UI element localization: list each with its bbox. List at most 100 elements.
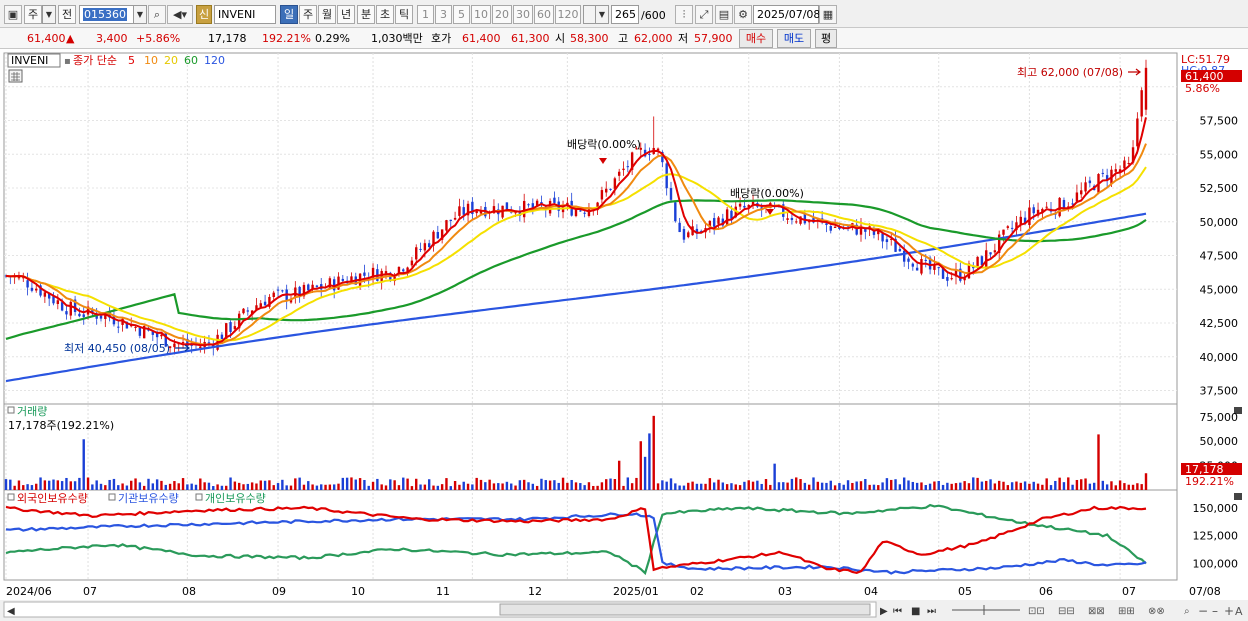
volume-bar — [130, 480, 133, 490]
stock-name-input[interactable]: INVENI — [214, 5, 276, 24]
volume-bar — [605, 479, 608, 490]
eval-button[interactable]: 평 — [815, 29, 837, 48]
interval-20[interactable]: 20 — [492, 5, 512, 24]
draw-tool-icon-1[interactable]: ⊡⊡ — [1028, 606, 1045, 617]
candle-body — [669, 188, 673, 200]
volume-ratio: 192.21% — [262, 32, 311, 45]
candle-body — [751, 201, 755, 206]
gear-icon[interactable]: ⚙ — [734, 5, 752, 24]
interval-10[interactable]: 10 — [471, 5, 491, 24]
count-input[interactable]: 265 — [611, 5, 639, 24]
period-selector[interactable]: 주 — [24, 5, 42, 24]
table-toggle-icon[interactable] — [8, 69, 23, 83]
search-icon[interactable]: ⌕ — [148, 5, 166, 24]
stock-legend-box — [7, 53, 61, 68]
crosshair-icon[interactable]: ⤢ — [695, 5, 713, 24]
date-tick-label: 12 — [528, 585, 542, 598]
volume-bar — [1097, 434, 1100, 490]
volume-bar — [1136, 483, 1139, 490]
volume-bar — [937, 481, 940, 490]
speaker-icon[interactable]: ◀▾ — [167, 5, 193, 24]
chart-canvas[interactable]: INVENI ▪ 종가 단순 5 10 20 60 120 최고 62,000 … — [0, 49, 1248, 621]
tab-day[interactable]: 일 — [280, 5, 298, 24]
dash-icon[interactable]: – — [1212, 604, 1218, 618]
volume-bar — [393, 480, 396, 490]
candle-body — [898, 248, 902, 252]
tab-minute[interactable]: 분 — [357, 5, 375, 24]
scroll-left-icon[interactable]: ◀ — [7, 606, 15, 617]
scrollbar-thumb[interactable] — [499, 603, 871, 616]
tab-tick[interactable]: 틱 — [395, 5, 413, 24]
dividend-label-1: 배당락(0.00%) — [567, 138, 641, 151]
volume-bar — [1144, 473, 1148, 490]
volume-bar — [155, 479, 159, 490]
candle-body — [1015, 222, 1018, 231]
candle-type-icon[interactable]: ⫶ — [675, 5, 693, 24]
price-change-pct: +5.86% — [136, 32, 181, 45]
date-input[interactable]: 2025/07/08 — [753, 5, 820, 24]
volume-bar — [609, 478, 612, 490]
volume-bar — [868, 484, 871, 490]
volume-bar — [1127, 484, 1130, 490]
magnifier-icon[interactable]: ⌕ — [1184, 606, 1190, 617]
draw-tool-icon-4[interactable]: ⊞⊞ — [1118, 606, 1135, 617]
holding-pane-close-icon[interactable] — [1234, 493, 1242, 500]
buy-button[interactable]: 매수 — [739, 29, 773, 48]
chevron-down-icon[interactable]: ▼ — [133, 5, 147, 24]
interval-5[interactable]: 5 — [453, 5, 470, 24]
candle-body — [639, 147, 642, 150]
zoom-slider[interactable] — [952, 605, 1020, 615]
chevron-down-icon[interactable]: ▼ — [595, 5, 609, 24]
volume-pane-close-icon[interactable] — [1234, 407, 1242, 414]
draw-tool-icon-3[interactable]: ⊠⊠ — [1088, 606, 1105, 617]
candle-body — [605, 188, 608, 193]
volume-bar — [1088, 483, 1092, 490]
sell-button[interactable]: 매도 — [777, 29, 811, 48]
font-size-icon[interactable]: A — [1235, 605, 1243, 618]
candle-body — [864, 228, 867, 232]
stock-code-input[interactable]: 015360 — [79, 5, 134, 24]
draw-tool-icon-5[interactable]: ⊗⊗ — [1148, 606, 1165, 617]
rewind-icon[interactable]: ⏮ — [893, 606, 902, 617]
low-annotation: 최저 40,450 (08/05) — [64, 342, 170, 355]
scroll-right-icon[interactable]: ▶ — [880, 606, 888, 617]
tab-second[interactable]: 초 — [376, 5, 394, 24]
window-icon[interactable]: ▣ — [4, 5, 22, 24]
plus-icon[interactable]: + — [1224, 604, 1234, 618]
tab-month[interactable]: 월 — [318, 5, 336, 24]
candle-body — [829, 225, 832, 231]
volume-bar — [1015, 481, 1018, 490]
interval-30[interactable]: 30 — [513, 5, 533, 24]
prev-button[interactable]: 전 — [58, 5, 76, 24]
tab-week[interactable]: 주 — [299, 5, 317, 24]
volume-bar — [147, 478, 150, 490]
chevron-down-icon[interactable]: ▼ — [42, 5, 56, 24]
volume-bar — [708, 478, 712, 490]
candle-body — [725, 209, 729, 225]
interval-60[interactable]: 60 — [534, 5, 554, 24]
current-price-tag-text: 61,400 — [1185, 70, 1224, 83]
stop-icon[interactable]: ■ — [911, 606, 920, 617]
chart-area[interactable]: INVENI ▪ 종가 단순 5 10 20 60 120 최고 62,000 … — [0, 49, 1248, 621]
candle-body — [730, 210, 733, 219]
candle-body — [561, 207, 565, 213]
volume-bar — [704, 483, 707, 490]
save-icon[interactable]: ▤ — [715, 5, 733, 24]
volume-bar — [769, 484, 772, 490]
calendar-icon[interactable]: ▦ — [819, 5, 837, 24]
fast-forward-icon[interactable]: ⏭ — [927, 606, 936, 617]
interval-120[interactable]: 120 — [555, 5, 581, 24]
price-tick-label: 55,000 — [1200, 148, 1239, 161]
candle-body — [760, 207, 763, 210]
tab-year[interactable]: 년 — [337, 5, 355, 24]
volume-bar — [717, 479, 720, 490]
minus-icon[interactable]: − — [1198, 604, 1208, 618]
interval-3[interactable]: 3 — [435, 5, 452, 24]
volume-bar — [380, 484, 383, 490]
draw-tool-icon-2[interactable]: ⊟⊟ — [1058, 606, 1075, 617]
candle-body — [315, 285, 319, 287]
interval-1[interactable]: 1 — [417, 5, 434, 24]
sin-badge[interactable]: 신 — [196, 5, 212, 24]
candle-body — [276, 289, 280, 291]
candle-body — [799, 216, 802, 224]
